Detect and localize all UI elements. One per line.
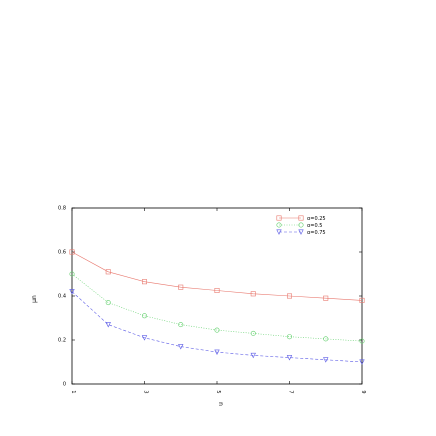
data-point (323, 295, 329, 301)
legend-marker (276, 222, 282, 228)
series-layer (69, 249, 365, 365)
legend-marker (276, 229, 282, 235)
legend: α=0.25α=0.5α=0.75 (276, 215, 326, 236)
y-tick-label: 0.8 (58, 206, 66, 212)
data-point (69, 249, 75, 255)
data-point (105, 300, 111, 306)
data-point (359, 359, 365, 365)
data-point (142, 279, 148, 285)
data-point (214, 349, 220, 355)
y-tick-label: 0.6 (58, 250, 66, 256)
data-point (141, 335, 148, 341)
data-point (214, 327, 220, 333)
y-tick-label: 0.2 (58, 338, 66, 344)
y-axis: 0 0.2 0.4 0.6 0.8 (58, 206, 362, 388)
data-point (178, 322, 184, 328)
x-tick-label: 3 (143, 390, 149, 393)
data-point (359, 297, 365, 303)
data-point (323, 336, 329, 342)
legend-label: α=0.25 (307, 216, 326, 222)
data-point (105, 269, 111, 275)
data-point (142, 313, 148, 319)
series-line (71, 273, 363, 342)
data-point (250, 330, 256, 336)
data-point (178, 344, 184, 350)
x-tick-label: 1 (70, 390, 76, 393)
data-point (250, 291, 256, 297)
series-1 (69, 249, 365, 303)
legend-marker (276, 215, 282, 221)
x-tick-label: 7 (288, 390, 294, 393)
series-line (71, 291, 363, 363)
data-point (286, 293, 292, 299)
data-point (323, 357, 329, 363)
x-axis-label: n (217, 402, 224, 406)
legend-item: α=0.5 (276, 222, 322, 229)
series-3 (69, 289, 365, 365)
data-point (178, 284, 184, 290)
x-axis: 1 3 5 7 9 (70, 208, 366, 394)
data-point (286, 355, 293, 361)
legend-marker (298, 229, 304, 235)
legend-marker (298, 215, 304, 221)
legend-item: α=0.75 (276, 229, 326, 236)
data-point (214, 287, 220, 293)
x-tick-label: 5 (215, 390, 221, 393)
data-point (69, 289, 75, 295)
data-point (250, 352, 256, 359)
x-tick-label: 9 (360, 390, 366, 393)
legend-label: α=0.75 (307, 230, 326, 236)
series-2 (69, 271, 365, 344)
data-point (359, 338, 365, 344)
series-line (71, 251, 363, 301)
data-point (105, 322, 111, 328)
legend-label: α=0.5 (307, 223, 322, 229)
y-tick-label: 0.4 (58, 294, 66, 300)
legend-item: α=0.25 (276, 215, 326, 222)
y-tick-label: 0 (63, 382, 66, 388)
data-point (69, 271, 75, 277)
y-axis-label: μn (31, 295, 38, 303)
data-point (286, 334, 292, 340)
legend-marker (298, 222, 304, 228)
